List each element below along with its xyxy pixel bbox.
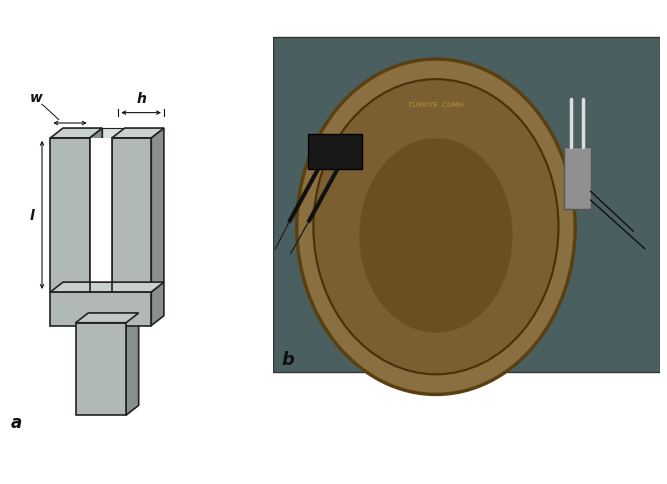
Polygon shape — [51, 138, 89, 292]
Polygon shape — [51, 129, 102, 138]
Polygon shape — [112, 129, 164, 138]
Text: h: h — [136, 91, 146, 106]
Polygon shape — [151, 129, 164, 292]
Text: l: l — [29, 209, 34, 223]
Polygon shape — [51, 283, 164, 292]
Polygon shape — [112, 138, 151, 292]
Polygon shape — [151, 283, 164, 326]
FancyBboxPatch shape — [308, 135, 362, 170]
Text: a: a — [11, 413, 23, 431]
Polygon shape — [75, 323, 126, 415]
Polygon shape — [126, 313, 139, 415]
Text: w: w — [30, 91, 43, 105]
Polygon shape — [89, 129, 102, 292]
Ellipse shape — [313, 80, 558, 375]
Polygon shape — [89, 138, 112, 292]
Ellipse shape — [360, 139, 512, 333]
Polygon shape — [102, 129, 125, 283]
Ellipse shape — [297, 60, 575, 394]
Polygon shape — [112, 129, 125, 292]
FancyBboxPatch shape — [273, 38, 660, 373]
Polygon shape — [75, 313, 139, 323]
Polygon shape — [51, 292, 151, 326]
FancyBboxPatch shape — [564, 148, 591, 210]
Text: TÜRKIYE  CUMH: TÜRKIYE CUMH — [408, 101, 464, 107]
Text: b: b — [281, 350, 294, 368]
